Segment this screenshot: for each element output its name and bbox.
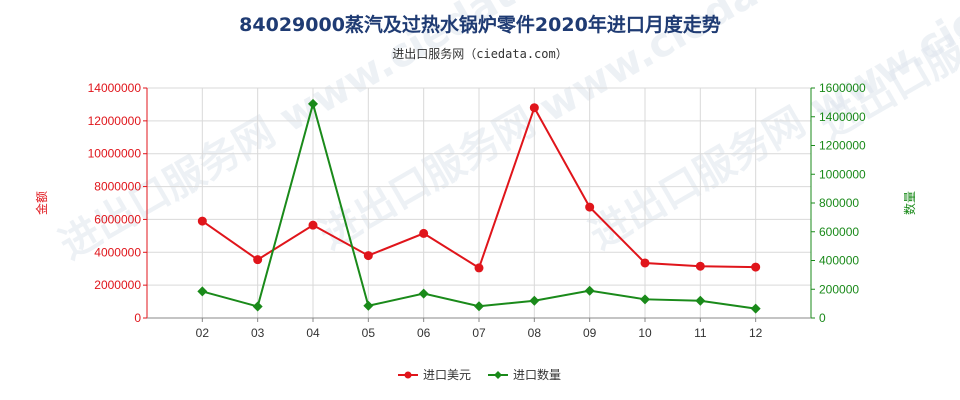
data-point[interactable] [751,262,761,272]
legend-marker [494,371,502,379]
chart-title: 84029000蒸汽及过热水锅炉零件2020年进口月度走势 [239,13,721,36]
data-point[interactable] [418,288,429,299]
data-point[interactable] [474,301,484,312]
data-point[interactable] [695,261,705,271]
series-2 [197,98,761,314]
right-tick-label: 1400000 [819,110,866,124]
data-point[interactable] [197,216,207,226]
right-tick-label: 800000 [819,196,859,210]
legend-label: 进口数量 [513,367,561,382]
left-tick-label: 10000000 [88,147,142,161]
left-tick-label: 0 [134,311,141,325]
x-tick-label: 10 [638,326,652,340]
left-axis-title: 金额 [34,191,49,215]
legend-marker [404,371,412,379]
data-point[interactable] [197,286,208,297]
left-axis-ticks: 0 2000000 4000000 6000000 8000000 10000000 120… [88,81,147,325]
data-point[interactable] [750,303,761,314]
right-tick-label: 1200000 [819,139,866,153]
data-point[interactable] [640,258,650,268]
x-tick-label: 09 [583,326,597,340]
data-point[interactable] [252,301,263,312]
series-layer [197,98,761,314]
right-tick-label: 200000 [819,282,859,296]
data-point[interactable] [529,295,540,306]
right-axis-title: 数量 [902,191,917,215]
data-point[interactable] [584,285,595,296]
x-tick-label: 08 [528,326,542,340]
data-point[interactable] [308,220,318,230]
data-point[interactable] [529,103,539,113]
legend-item-1[interactable]: 进口美元 [398,368,471,382]
x-tick-label: 05 [362,326,376,340]
series-1 [197,103,761,273]
right-tick-label: 600000 [819,225,859,239]
left-tick-label: 6000000 [94,212,141,226]
data-point[interactable] [253,255,263,265]
left-tick-label: 8000000 [94,180,141,194]
legend-item-2[interactable]: 进口数量 [488,367,561,382]
data-point[interactable] [585,202,595,212]
right-tick-label: 0 [819,311,826,325]
data-point[interactable] [640,294,650,305]
data-point[interactable] [695,295,706,306]
chart-subtitle: 进出口服务网（ciedata.com） [392,46,567,61]
data-point[interactable] [363,300,374,311]
left-tick-label: 12000000 [88,114,142,128]
right-tick-label: 1000000 [819,167,866,181]
legend-label: 进口美元 [423,368,471,382]
right-tick-label: 400000 [819,254,859,268]
x-tick-label: 12 [749,326,763,340]
data-point[interactable] [308,98,318,109]
data-point[interactable] [363,251,373,261]
x-tick-label: 02 [196,326,210,340]
left-tick-label: 14000000 [88,81,142,95]
x-tick-label: 04 [306,326,320,340]
x-tick-label: 11 [694,326,707,340]
legend[interactable]: 进口美元 进口数量 [398,367,561,382]
x-tick-label: 07 [472,326,486,340]
x-tick-label: 06 [417,326,431,340]
data-point[interactable] [419,228,429,238]
right-axis-ticks: 0 200000 400000 600000 800000 1000000 1200000 1… [811,81,866,325]
left-tick-label: 2000000 [94,278,141,292]
left-tick-label: 4000000 [94,245,141,259]
x-tick-label: 03 [251,326,265,340]
x-axis-ticks: 02 03 04 05 06 07 08 09 10 11 12 [196,318,763,340]
data-point[interactable] [474,263,484,273]
right-tick-label: 1600000 [819,81,866,95]
